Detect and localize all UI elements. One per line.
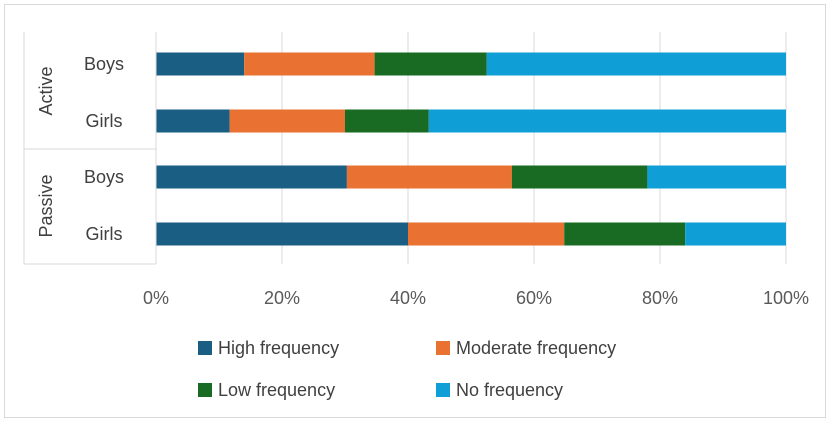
legend-label: Low frequency bbox=[218, 380, 335, 400]
bar-segment bbox=[647, 165, 786, 189]
bar-segment bbox=[511, 165, 648, 189]
legend-label: No frequency bbox=[456, 380, 563, 400]
bar-segment bbox=[156, 52, 245, 76]
bar-segment bbox=[244, 52, 375, 76]
group-label: Passive bbox=[36, 174, 56, 237]
bar-segment bbox=[156, 222, 408, 246]
x-tick-label: 60% bbox=[516, 288, 552, 308]
legend-swatch bbox=[198, 383, 212, 397]
bar-segment bbox=[428, 109, 786, 133]
category-label: Boys bbox=[84, 167, 124, 187]
bar-segment bbox=[486, 52, 786, 76]
legend-swatch bbox=[198, 341, 212, 355]
bar-segment bbox=[156, 165, 347, 189]
category-label: Boys bbox=[84, 54, 124, 74]
legend-label: High frequency bbox=[218, 338, 339, 358]
bar-segment bbox=[345, 109, 429, 133]
x-tick-label: 40% bbox=[390, 288, 426, 308]
bar-segment bbox=[229, 109, 345, 133]
category-label: Girls bbox=[86, 224, 123, 244]
group-label: Active bbox=[36, 66, 56, 115]
category-label: Girls bbox=[86, 111, 123, 131]
x-tick-label: 100% bbox=[763, 288, 809, 308]
bar-segment bbox=[685, 222, 786, 246]
bar-segment bbox=[346, 165, 512, 189]
bar-segment bbox=[156, 109, 230, 133]
x-tick-label: 80% bbox=[642, 288, 678, 308]
legend-label: Moderate frequency bbox=[456, 338, 616, 358]
legend-swatch bbox=[436, 341, 450, 355]
x-tick-label: 0% bbox=[143, 288, 169, 308]
bar-segment bbox=[374, 52, 487, 76]
bar-segment bbox=[408, 222, 565, 246]
x-tick-label: 20% bbox=[264, 288, 300, 308]
legend-swatch bbox=[436, 383, 450, 397]
bar-segment bbox=[564, 222, 686, 246]
